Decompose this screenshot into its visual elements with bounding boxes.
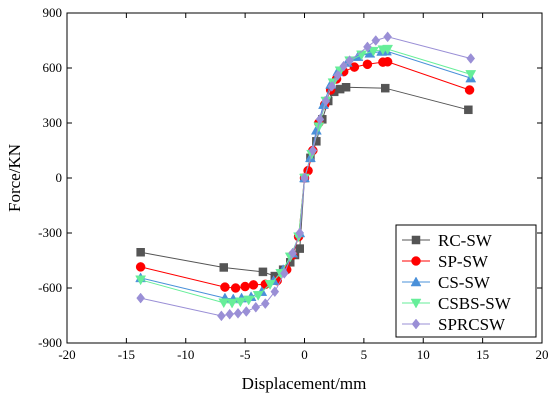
legend-marker-sp-sw	[411, 256, 421, 266]
data-point-sprcsw	[225, 308, 235, 320]
data-point-csbs-sw	[243, 295, 255, 306]
x-tick-label: 15	[476, 347, 489, 362]
data-point-csbs-sw	[234, 297, 246, 308]
series-sprcsw	[136, 31, 476, 322]
legend-label-sp-sw: SP-SW	[438, 252, 489, 271]
x-tick-label: -15	[118, 347, 135, 362]
x-tick-label: 5	[361, 347, 368, 362]
data-point-rc-sw	[381, 83, 390, 93]
data-point-sprcsw	[288, 247, 297, 259]
data-point-csbs-sw	[465, 70, 477, 80]
legend-marker-rc-sw	[411, 235, 421, 245]
x-tick-label: -10	[177, 347, 194, 362]
legend-marker-sprcsw	[411, 318, 421, 330]
data-point-csbs-sw	[264, 280, 276, 290]
y-tick-label: 600	[43, 60, 63, 75]
data-point-sprcsw	[327, 80, 337, 92]
data-point-sprcsw	[383, 31, 392, 43]
data-point-sprcsw	[260, 298, 270, 309]
data-point-sp-sw	[220, 282, 230, 292]
x-tick-label: -20	[58, 347, 75, 362]
data-point-csbs-sw	[252, 291, 264, 301]
data-point-sprcsw	[339, 60, 349, 72]
data-point-sprcsw	[363, 41, 372, 53]
data-point-sprcsw	[300, 172, 309, 184]
data-point-sprcsw	[270, 286, 280, 298]
data-point-rc-sw	[295, 244, 304, 253]
data-point-rc-sw	[258, 267, 268, 277]
data-point-sprcsw	[308, 145, 318, 156]
y-tick-label: 0	[56, 170, 63, 185]
data-point-rc-sw	[341, 83, 351, 92]
data-point-csbs-sw	[226, 298, 238, 309]
data-point-sprcsw	[371, 35, 381, 46]
legend: RC-SW SP-SW CS-SW CSBS-SW SPRCSW	[395, 224, 537, 338]
data-point-sp-sw	[464, 85, 475, 95]
legend-marker-csbs-sw	[410, 298, 422, 309]
legend-label-cs-sw: CS-SW	[438, 273, 491, 292]
y-axis-label: Force/KN	[5, 144, 24, 212]
x-tick-label: 10	[417, 347, 430, 362]
y-tick-label: 900	[43, 5, 63, 20]
data-point-sprcsw	[345, 55, 354, 67]
data-point-sprcsw	[217, 310, 226, 322]
data-point-sprcsw	[251, 301, 261, 313]
data-point-sp-sw	[240, 281, 250, 292]
data-point-sprcsw	[466, 53, 476, 64]
legend-label-csbs-sw: CSBS-SW	[438, 294, 512, 313]
x-tick-label: 20	[536, 347, 549, 362]
y-tick-label: -600	[38, 280, 62, 295]
data-point-rc-sw	[136, 248, 145, 257]
data-point-sp-sw	[230, 283, 241, 293]
data-point-csbs-sw	[218, 298, 230, 309]
data-point-rc-sw	[464, 105, 473, 115]
data-point-sp-sw	[349, 62, 360, 72]
data-point-sprcsw	[279, 267, 289, 279]
axis-ticks: -20 -15 -10 -5 0 5 10 15 20 -900 -600 -300 0 300 600 90…	[38, 5, 548, 362]
x-tick-label: -5	[240, 347, 251, 362]
y-tick-label: -300	[38, 225, 62, 240]
data-point-sp-sw	[135, 262, 146, 272]
data-point-sprcsw	[321, 95, 331, 107]
x-axis-label: Displacement/mm	[242, 374, 367, 393]
x-tick-label: 0	[301, 347, 308, 362]
data-point-sprcsw	[241, 306, 251, 317]
data-point-sprcsw	[315, 113, 325, 125]
series-layer	[135, 31, 477, 322]
data-point-sprcsw	[233, 307, 243, 319]
data-point-sprcsw	[333, 69, 343, 81]
data-point-rc-sw	[219, 263, 228, 272]
data-point-csbs-sw	[367, 46, 379, 57]
data-point-csbs-sw	[382, 44, 394, 55]
data-point-sprcsw	[136, 292, 145, 304]
legend-marker-cs-sw	[410, 276, 422, 287]
legend-label-sprcsw: SPRCSW	[438, 315, 506, 334]
data-point-csbs-sw	[135, 275, 147, 286]
y-tick-label: 300	[43, 115, 63, 130]
data-point-sp-sw	[382, 57, 393, 67]
y-tick-label: -900	[38, 335, 62, 350]
data-point-sp-sw	[248, 280, 259, 290]
data-point-sprcsw	[295, 227, 305, 239]
data-point-sp-sw	[362, 59, 373, 70]
legend-label-rc-sw: RC-SW	[438, 231, 493, 250]
